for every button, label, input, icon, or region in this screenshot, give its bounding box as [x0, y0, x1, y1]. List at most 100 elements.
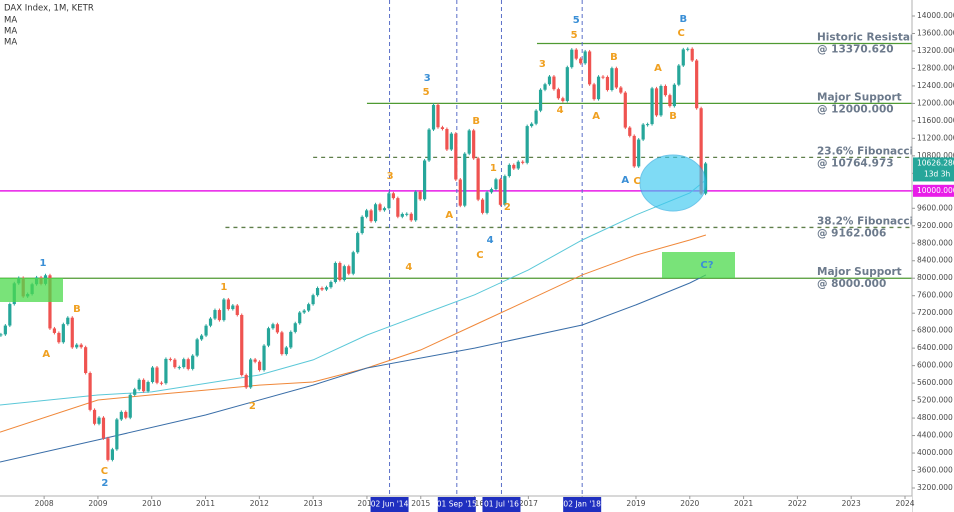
candle	[431, 104, 436, 130]
level-name: Major Support	[817, 266, 902, 278]
candle	[271, 324, 275, 329]
wave-label: 4	[487, 235, 494, 246]
x-tick-label: 2013	[304, 499, 323, 508]
candle	[503, 176, 507, 205]
candle	[628, 127, 632, 136]
ma-line	[0, 179, 707, 406]
wave-label: 3	[387, 171, 394, 182]
wave-label: B	[472, 116, 480, 127]
candle	[610, 68, 614, 91]
candle	[418, 191, 422, 200]
wave-label: C	[633, 176, 640, 187]
x-tick-label: 2008	[35, 499, 54, 508]
candle	[253, 359, 257, 362]
candle	[128, 394, 132, 418]
wave-label: C	[678, 28, 685, 39]
candle	[382, 208, 387, 211]
candle	[677, 65, 681, 85]
wave-label: B	[669, 111, 677, 122]
candle	[556, 89, 560, 99]
candle	[320, 288, 324, 290]
level-name: 38.2% Fibonacci	[817, 215, 913, 227]
wave-label: 1	[40, 258, 47, 269]
candle	[88, 373, 92, 410]
candle	[445, 129, 449, 150]
event-label: 02 Jan '18	[563, 500, 601, 509]
x-tick-label: 2012	[250, 499, 269, 508]
candle	[61, 324, 65, 343]
last-price-label: 10626.280	[917, 158, 954, 167]
candle	[79, 344, 83, 348]
candle	[637, 139, 641, 167]
candle	[275, 324, 280, 333]
candle	[552, 76, 556, 90]
candle	[173, 359, 177, 368]
candle	[391, 193, 395, 199]
event-badge	[437, 497, 476, 512]
y-tick-label: 13600.000	[917, 28, 954, 37]
candle	[561, 98, 565, 101]
candle	[583, 51, 587, 64]
wave-label: B	[73, 304, 81, 315]
candle	[365, 210, 369, 217]
x-tick-label: 2022	[788, 499, 807, 508]
marker-badge	[913, 184, 954, 197]
candle	[262, 345, 266, 371]
candle	[507, 164, 511, 177]
candle	[311, 295, 315, 305]
wave-label: 3	[424, 73, 431, 84]
candle	[356, 233, 360, 253]
y-tick-label: 5200.000	[917, 396, 953, 405]
y-tick-label: 9600.000	[917, 203, 953, 212]
candle	[257, 361, 262, 371]
candle	[695, 60, 699, 109]
candle	[289, 331, 293, 348]
y-tick-label: 4400.000	[917, 431, 953, 440]
y-tick-label: 3200.000	[917, 483, 953, 492]
candle	[315, 288, 320, 296]
candle	[213, 310, 217, 319]
candle	[480, 199, 485, 213]
candle	[489, 189, 494, 193]
plot-area	[0, 0, 912, 496]
y-tick-label: 8400.000	[917, 256, 953, 265]
wave-label: 1	[220, 282, 227, 293]
level-value-label: @ 12000.000	[817, 103, 894, 115]
event-label: 02 Jun '14	[371, 500, 409, 509]
candle	[463, 153, 467, 206]
candle	[3, 325, 7, 335]
wave-label: 4	[405, 262, 412, 273]
y-tick-label: 6000.000	[917, 361, 953, 370]
candle	[115, 419, 119, 450]
candle	[66, 317, 70, 325]
candle	[57, 332, 61, 343]
candle	[547, 76, 552, 85]
candle	[137, 379, 141, 390]
level-value-label: @ 13370.620	[817, 44, 894, 56]
level-value-label: @ 10764.973	[817, 157, 894, 169]
wave-label: 4	[557, 105, 564, 116]
candle	[458, 179, 462, 206]
candle	[588, 51, 592, 85]
candle	[476, 158, 480, 200]
marker-label: 10000.000	[917, 186, 954, 195]
y-tick-label: 6400.000	[917, 343, 953, 352]
wave-label: C?	[700, 260, 713, 271]
candle	[672, 84, 676, 107]
candle	[146, 382, 150, 392]
candle	[614, 68, 618, 88]
candle	[186, 359, 190, 369]
candle	[663, 85, 668, 96]
candle	[641, 124, 645, 140]
candle	[543, 84, 547, 90]
candle	[498, 179, 503, 205]
candle	[668, 95, 672, 107]
y-tick-label: 3600.000	[917, 466, 953, 475]
candle	[360, 216, 364, 234]
candle	[333, 262, 337, 282]
level-name: Historic Resistance	[817, 32, 931, 44]
x-tick-label: 2011	[196, 499, 215, 508]
y-tick-label: 11600.000	[917, 116, 954, 125]
candle	[369, 210, 373, 222]
